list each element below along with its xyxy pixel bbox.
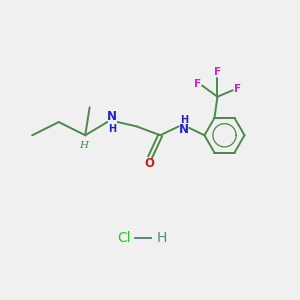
Text: F: F xyxy=(214,67,221,77)
Text: O: O xyxy=(144,157,154,170)
Text: F: F xyxy=(194,79,202,89)
Text: H: H xyxy=(79,141,88,150)
Text: F: F xyxy=(235,84,242,94)
Text: H: H xyxy=(108,124,116,134)
Text: N: N xyxy=(107,110,117,123)
Text: H: H xyxy=(157,231,167,245)
Text: Cl: Cl xyxy=(117,231,131,245)
Text: H: H xyxy=(180,115,188,125)
Text: N: N xyxy=(179,123,189,136)
